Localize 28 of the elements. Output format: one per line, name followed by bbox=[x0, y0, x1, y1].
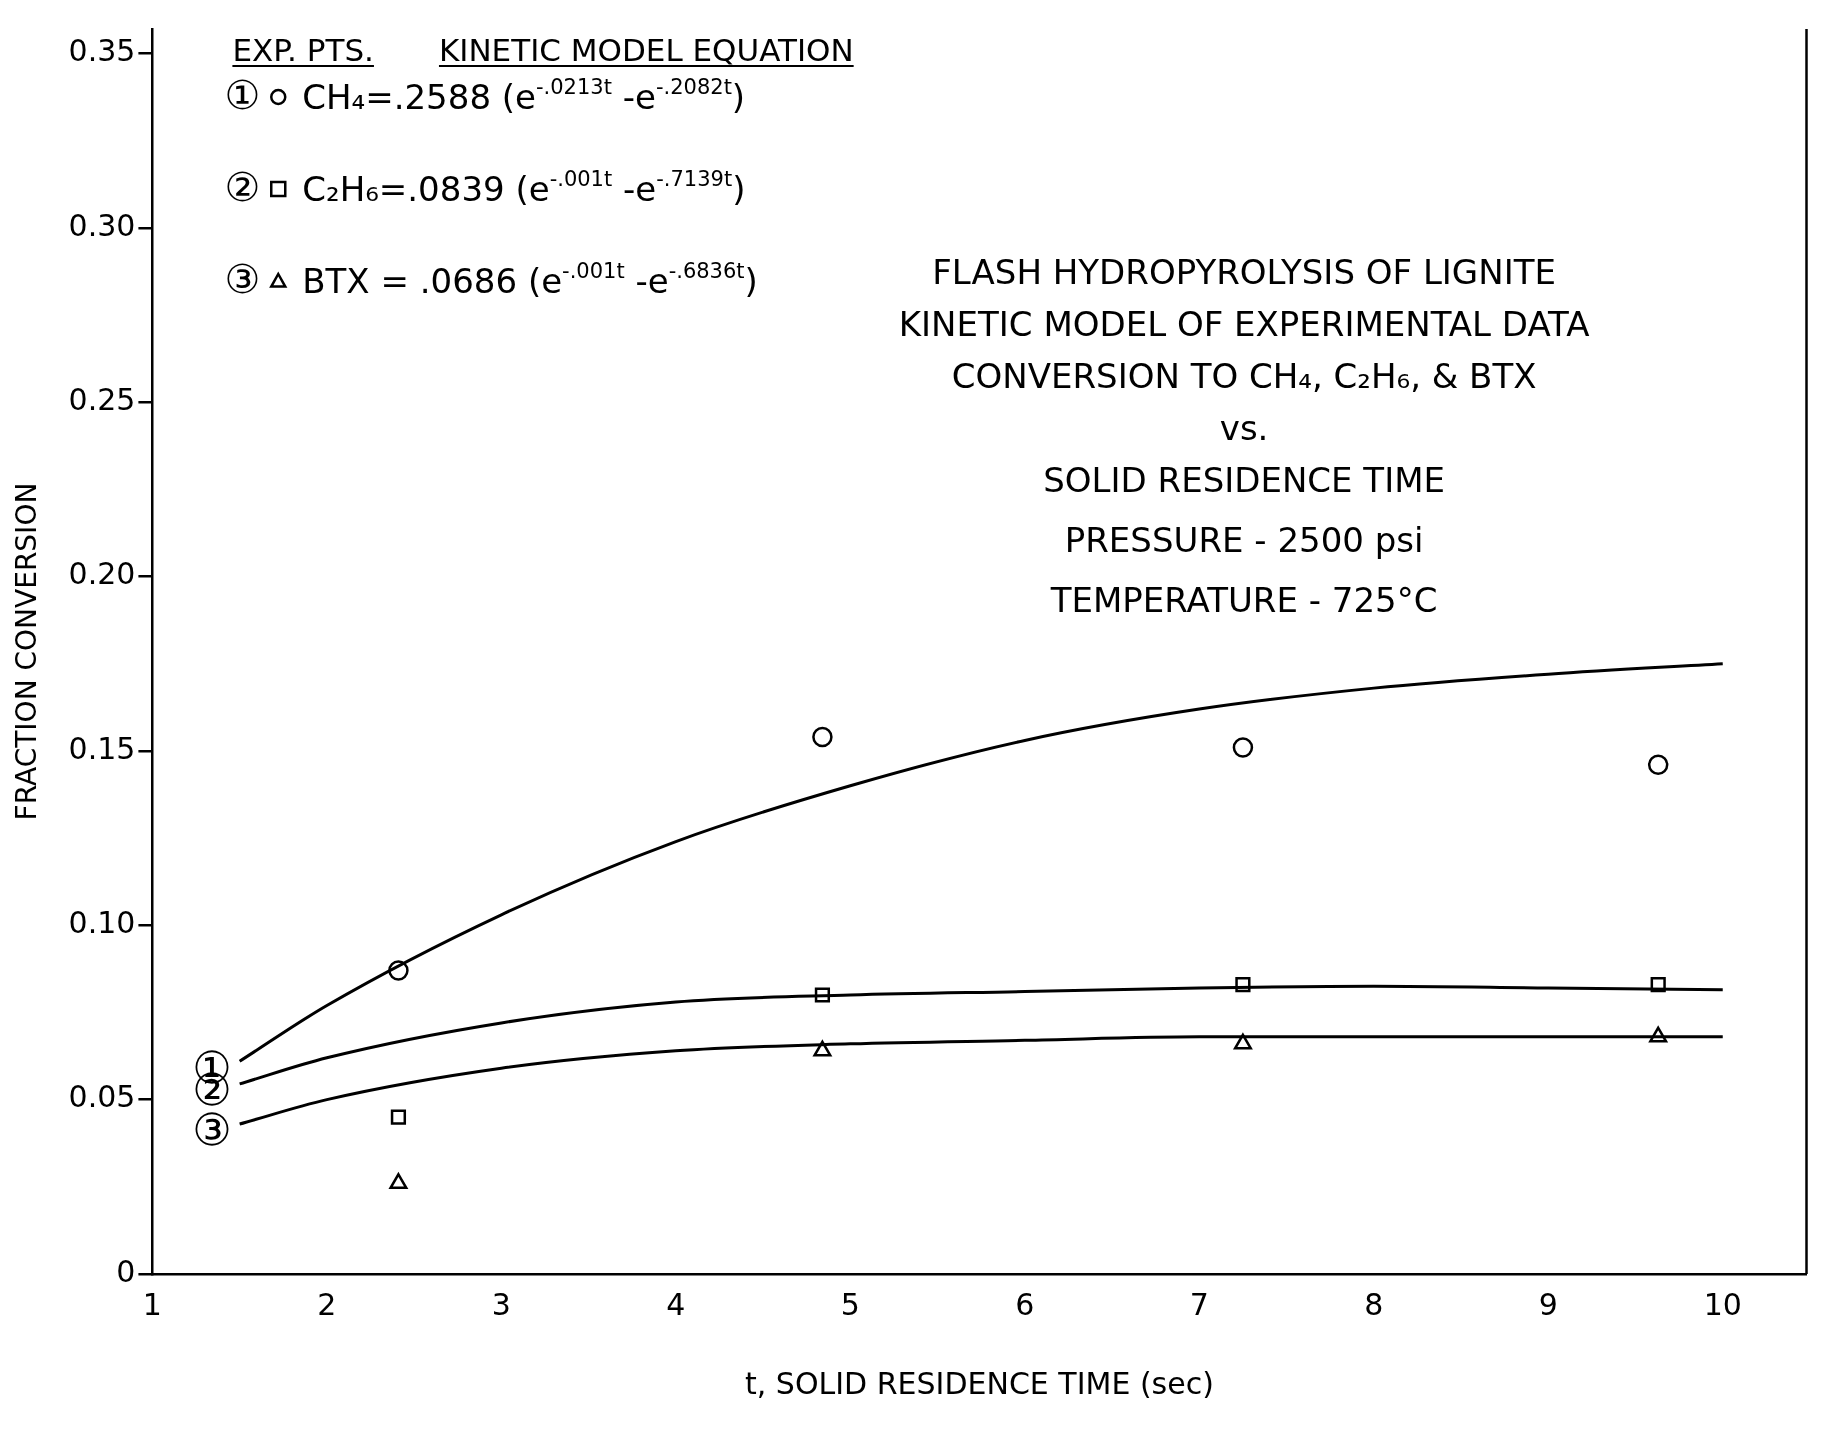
y-tick-label: 0.20 bbox=[68, 556, 136, 592]
y-tick-label: 0.15 bbox=[68, 730, 136, 766]
y-tick-label: 0.25 bbox=[68, 381, 136, 417]
x-tick-label: 10 bbox=[1703, 1286, 1742, 1322]
x-axis-title: t, SOLID RESIDENCE TIME (sec) bbox=[745, 1365, 1214, 1401]
line-series bbox=[238, 662, 1725, 1063]
x-tick-label: 7 bbox=[1189, 1286, 1209, 1322]
y-tick-label: 0 bbox=[116, 1253, 136, 1289]
annotation: KINETIC MODEL EQUATION bbox=[438, 32, 854, 68]
legend-label: ③ bbox=[224, 256, 261, 302]
y-tick-label: 0.35 bbox=[68, 33, 136, 69]
text: PRESSURE - 2500 psi TEMPERATURE - 725°C bbox=[1049, 520, 1438, 620]
x-tick-label: 2 bbox=[317, 1286, 337, 1322]
y-tick-label: 0.05 bbox=[68, 1079, 136, 1115]
x-tick-label: 3 bbox=[491, 1286, 511, 1322]
legend-label: ① bbox=[224, 72, 261, 118]
x-tick-label: 1 bbox=[142, 1286, 162, 1322]
y-axis-title: FRACTION CONVERSION bbox=[10, 482, 44, 821]
y-tick-label: 0.30 bbox=[68, 207, 136, 243]
y-tick-label: 0.10 bbox=[68, 905, 136, 941]
text: FLASH HYDROPYROLYSIS OF LIGNITE KINETIC MODEL OF EXPERIMENTAL DATA CONVERSION TO CH₄, C₂H₆, & BTX vs. SOLID RESIDENCE TIME bbox=[898, 252, 1590, 500]
x-tick-label: 9 bbox=[1538, 1286, 1558, 1322]
x-tick-label: 5 bbox=[840, 1286, 860, 1322]
x-tick-label: 4 bbox=[666, 1286, 686, 1322]
x-tick-label: 6 bbox=[1015, 1286, 1035, 1322]
legend-label: ② bbox=[224, 164, 261, 210]
legend-title: EXP. PTS. bbox=[232, 32, 374, 68]
x-tick-label: 8 bbox=[1364, 1286, 1384, 1322]
